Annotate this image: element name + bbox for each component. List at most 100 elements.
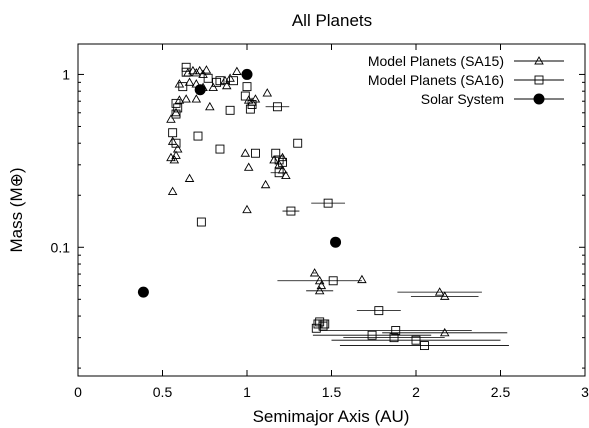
data-point <box>191 68 202 77</box>
data-point <box>193 131 203 141</box>
data-point <box>166 114 176 123</box>
data-point <box>225 73 235 82</box>
data-point <box>184 77 195 86</box>
x-tick-label: 2 <box>412 384 420 400</box>
legend-marker <box>534 56 544 65</box>
data-point <box>178 82 188 92</box>
data-point <box>205 101 215 111</box>
data-point <box>181 67 191 77</box>
data-point <box>169 155 180 164</box>
x-axis: 0 0.5 1 1.5 2 2.5 3 <box>74 44 589 400</box>
legend: Model Planets (SA15) Model Planets (SA16)… <box>368 53 564 107</box>
x-axis-label: Semimajor Axis (AU) <box>253 407 410 426</box>
data-point <box>137 286 149 298</box>
data-point <box>174 79 185 88</box>
data-point <box>167 186 178 196</box>
data-point <box>323 198 333 208</box>
data-point <box>194 84 206 96</box>
chart-title: All Planets <box>292 11 372 30</box>
data-point <box>318 321 328 331</box>
data-point <box>229 76 238 86</box>
data-point <box>389 333 399 343</box>
data-point <box>269 155 279 164</box>
data-point <box>194 65 205 75</box>
data-point <box>314 285 325 295</box>
y-tick-label: 0.1 <box>51 239 71 255</box>
data-point <box>191 94 202 103</box>
data-point <box>374 306 384 316</box>
data-point <box>262 88 273 97</box>
data-point <box>242 82 252 92</box>
x-tick-label: 0.5 <box>153 384 173 400</box>
data-point <box>173 103 183 113</box>
data-point <box>330 236 342 248</box>
y-axis: 0.11 <box>51 66 585 369</box>
data-point <box>411 335 421 345</box>
data-point <box>203 73 213 83</box>
legend-label: Model Planets (SA16) <box>368 72 504 88</box>
data-point <box>184 173 195 182</box>
data-point <box>328 276 338 286</box>
data-point <box>391 326 401 335</box>
data-point <box>271 148 281 158</box>
data-point <box>241 68 253 80</box>
data-point <box>316 280 327 290</box>
data-point <box>311 323 321 333</box>
data-point <box>260 179 271 189</box>
legend-label: Solar System <box>421 91 504 107</box>
data-point <box>181 94 191 103</box>
x-tick-label: 1.5 <box>322 384 342 400</box>
data-point <box>168 128 178 138</box>
data-point <box>171 98 181 108</box>
data-point <box>166 152 176 162</box>
data-point <box>357 274 367 284</box>
data-point <box>212 77 222 87</box>
data-point <box>439 291 450 300</box>
data-point <box>232 66 242 75</box>
data-point <box>171 109 181 119</box>
data-point <box>215 144 225 154</box>
x-tick-label: 2.5 <box>491 384 511 400</box>
data-point <box>309 268 320 277</box>
data-point <box>188 65 198 75</box>
data-point <box>221 80 232 90</box>
data-point <box>240 91 250 101</box>
data-point <box>277 152 288 162</box>
data-point <box>243 162 254 171</box>
data-point <box>201 65 212 74</box>
data-point <box>272 102 282 112</box>
y-tick-label: 1 <box>62 66 70 82</box>
data-point <box>242 204 252 214</box>
y-axis-label: Mass (M⊕) <box>7 167 26 252</box>
legend-marker <box>534 75 544 85</box>
data-point <box>367 330 377 340</box>
data-point <box>274 155 284 165</box>
data-point <box>240 148 251 157</box>
data-point <box>196 217 206 227</box>
data-point <box>172 144 183 153</box>
data-point <box>250 94 261 103</box>
data-point <box>250 148 260 158</box>
data-point <box>225 105 235 115</box>
data-point <box>293 138 303 148</box>
data-point <box>167 136 178 145</box>
series-square <box>168 62 509 351</box>
data-point <box>181 62 191 72</box>
x-tick-label: 1 <box>243 384 251 400</box>
data-point <box>420 341 429 351</box>
data-point <box>247 100 257 109</box>
x-tick-label: 0 <box>74 384 82 400</box>
x-tick-label: 3 <box>581 384 589 400</box>
data-point <box>274 168 284 178</box>
data-point <box>439 327 450 337</box>
plot-frame <box>77 43 586 377</box>
data-point <box>281 170 291 180</box>
data-point <box>171 138 181 148</box>
data-point <box>434 287 445 296</box>
data-point <box>245 104 255 114</box>
data-point <box>278 157 287 167</box>
series-circle <box>137 68 342 298</box>
data-point <box>286 206 296 216</box>
legend-marker <box>533 93 545 105</box>
